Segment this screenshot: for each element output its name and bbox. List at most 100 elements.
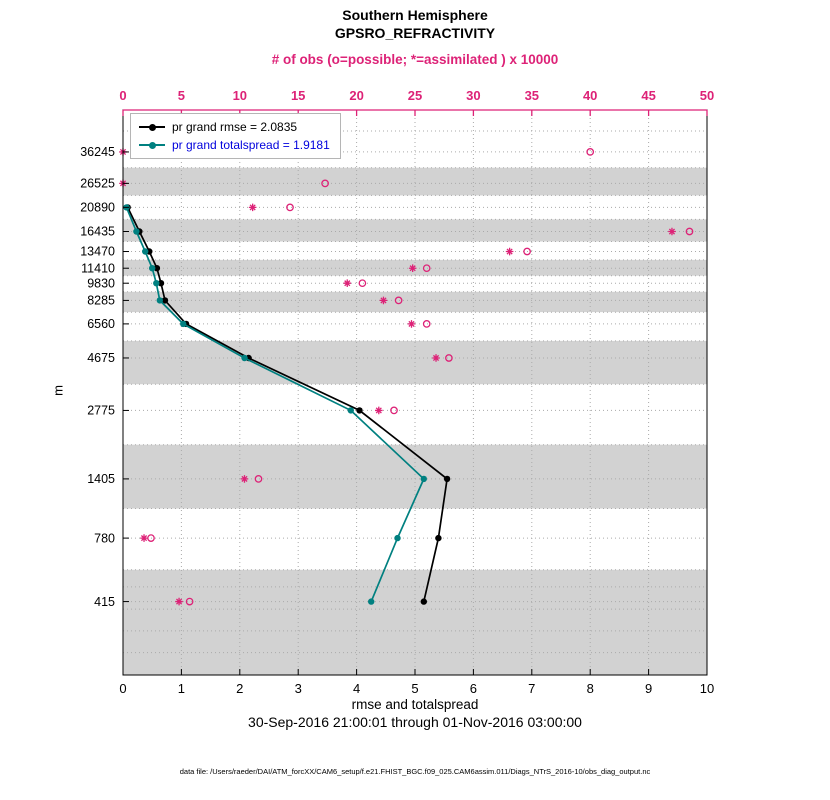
chart-title-region: Southern Hemisphere: [342, 7, 488, 23]
y-axis-label: m: [50, 385, 66, 396]
level-tick-label: 11410: [81, 261, 115, 275]
possible-obs-marker: [445, 354, 453, 362]
obs-count-markers: [119, 148, 694, 606]
series-lines: [123, 204, 451, 605]
possible-obs-marker: [390, 406, 398, 415]
series-point-marker: [156, 297, 163, 304]
series-point-marker: [153, 280, 160, 287]
possible-obs-marker: [358, 279, 367, 288]
bottom-x-axis-label: rmse and totalspread: [351, 697, 479, 712]
level-tick-label: 8285: [87, 294, 115, 308]
bottom-tick-label: 4: [353, 681, 360, 696]
level-tick-label: 4675: [87, 351, 115, 365]
legend-label-totalspread: pr grand totalspread = 1.9181: [172, 138, 330, 152]
possible-obs-marker: [422, 264, 431, 273]
possible-obs-marker: [254, 475, 263, 483]
level-tick-label: 2775: [87, 404, 115, 418]
level-tick-label: 20890: [80, 201, 115, 215]
series-point-marker: [443, 475, 451, 483]
series-point-marker: [420, 598, 427, 605]
possible-obs-marker: [286, 203, 294, 212]
series-point-marker: [149, 265, 156, 272]
assimilated-obs-marker: [374, 406, 383, 415]
series-point-marker: [241, 354, 248, 362]
series-point-marker: [435, 534, 442, 542]
assimilated-obs-marker: [248, 203, 257, 212]
series-point-marker: [356, 407, 363, 414]
assimilated-obs-marker: [140, 534, 148, 542]
assimilated-obs-marker: [240, 475, 249, 483]
top-x-axis-label: # of obs (o=possible; *=assimilated ) x …: [271, 52, 559, 67]
possible-obs-marker: [321, 179, 329, 188]
level-tick-label: 16435: [80, 225, 115, 239]
bottom-tick-label: 1: [178, 681, 185, 696]
series-point-marker: [142, 248, 149, 255]
possible-obs-marker: [685, 227, 694, 236]
top-tick-label: 20: [349, 88, 363, 103]
top-tick-label: 5: [178, 88, 185, 103]
level-tick-label: 9830: [87, 276, 115, 290]
series-point-marker: [180, 320, 187, 328]
legend-entry-totalspread: pr grand totalspread = 1.9181: [139, 136, 330, 154]
bottom-tick-label: 3: [295, 681, 302, 696]
possible-obs-marker: [185, 597, 194, 606]
level-tick-label: 13470: [80, 245, 115, 259]
level-tick-label: 780: [94, 531, 115, 545]
top-tick-label: 50: [700, 88, 714, 103]
rmse-line: [126, 207, 449, 602]
bottom-tick-label: 6: [470, 681, 477, 696]
series-point-marker: [347, 407, 354, 414]
bottom-tick-label: 9: [645, 681, 652, 696]
assimilated-obs-marker: [407, 320, 416, 328]
bottom-tick-label: 10: [700, 681, 714, 696]
rmse-line-sample: [139, 123, 165, 131]
assimilated-obs-marker: [432, 354, 440, 362]
top-tick-label: 35: [525, 88, 539, 103]
legend-entry-rmse: pr grand rmse = 2.0835: [139, 118, 330, 136]
date-range-subtitle: 30-Sep-2016 21:00:01 through 01-Nov-2016…: [248, 714, 582, 730]
bottom-tick-label: 7: [528, 681, 535, 696]
series-point-marker: [394, 534, 401, 542]
series-point-marker: [368, 598, 375, 605]
top-tick-label: 10: [233, 88, 247, 103]
bottom-tick-label: 8: [587, 681, 594, 696]
assimilated-obs-marker: [175, 597, 183, 606]
level-tick-label: 36245: [80, 145, 115, 159]
level-tick-label: 26525: [80, 177, 115, 191]
bottom-tick-label: 5: [411, 681, 418, 696]
top-tick-label: 25: [408, 88, 422, 103]
series-point-marker: [157, 280, 165, 287]
totalspread-line: [125, 207, 425, 602]
bottom-tick-label: 0: [119, 681, 126, 696]
series-point-marker: [420, 475, 427, 483]
top-tick-label: 30: [466, 88, 480, 103]
legend-box: pr grand rmse = 2.0835 pr grand totalspr…: [130, 113, 341, 159]
series-point-marker: [153, 265, 161, 272]
possible-obs-marker: [394, 296, 403, 305]
assimilated-obs-marker: [408, 264, 417, 273]
data-file-footer: data file: /Users/raeder/DAI/ATM_forcXX/…: [179, 767, 651, 776]
bottom-tick-label: 2: [236, 681, 243, 696]
legend-label-rmse: pr grand rmse = 2.0835: [172, 120, 298, 134]
chart-title-variable: GPSRO_REFRACTIVITY: [334, 25, 496, 41]
top-tick-label: 40: [583, 88, 597, 103]
assimilated-obs-marker: [668, 227, 676, 236]
level-tick-label: 415: [94, 595, 115, 609]
level-tick-label: 6560: [87, 317, 115, 331]
tick-labels: 0 1 2 3 4 5 6 7 8 9 100 5 10 15 20 25 30 35 40 45 5036245265…: [80, 88, 714, 696]
assimilated-obs-marker: [505, 247, 514, 256]
top-tick-label: 45: [641, 88, 655, 103]
possible-obs-marker: [523, 247, 531, 256]
top-tick-label: 15: [291, 88, 305, 103]
series-point-marker: [133, 228, 140, 235]
possible-obs-marker: [422, 320, 431, 328]
totalspread-marker-icon: [149, 141, 156, 149]
assimilated-obs-marker: [343, 279, 352, 288]
series-point-marker: [161, 297, 169, 304]
assimilated-obs-marker: [379, 296, 388, 305]
level-tick-label: 1405: [87, 472, 115, 486]
top-tick-label: 0: [119, 88, 126, 103]
rmse-marker-icon: [149, 123, 156, 131]
